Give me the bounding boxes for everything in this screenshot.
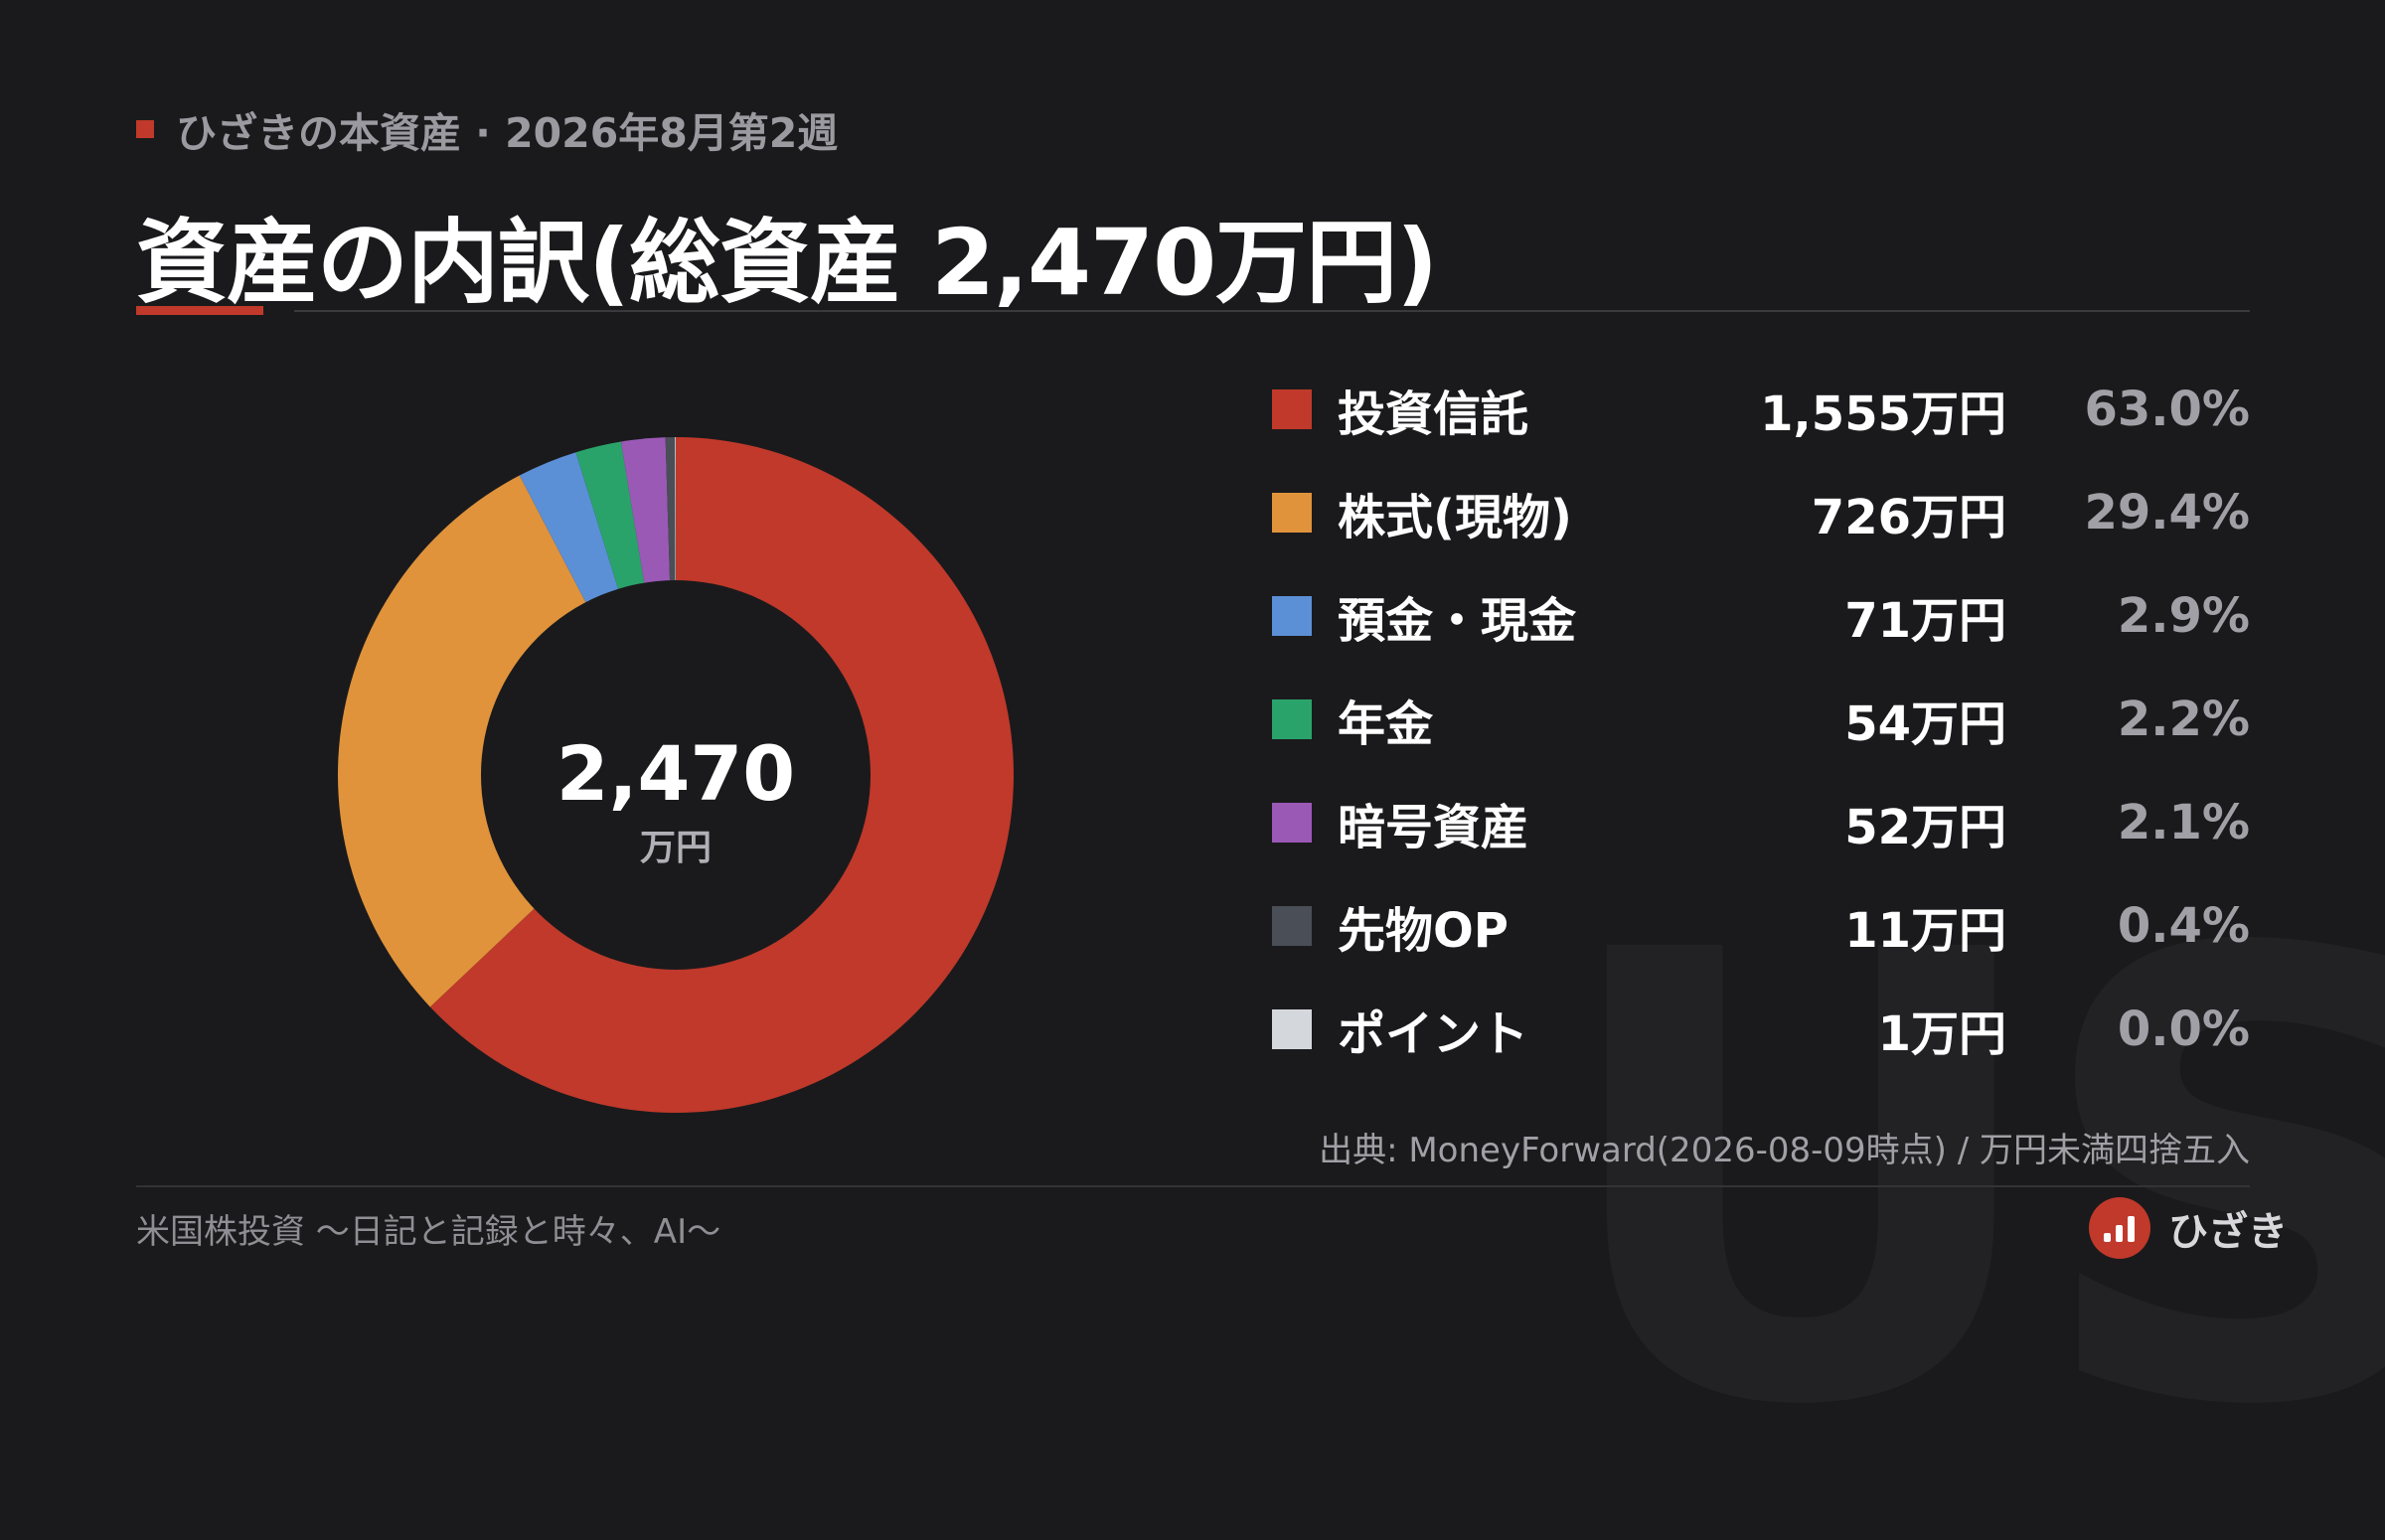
donut-chart: 2,470 万円 <box>337 437 1015 1113</box>
legend-swatch <box>1272 493 1312 533</box>
legend-item: 先物OP 11万円 0.4% <box>1272 874 2250 978</box>
legend-swatch <box>1272 596 1312 636</box>
legend-amount: 1,555万円 <box>1760 386 2006 442</box>
legend-percent: 0.0% <box>2117 1001 2250 1057</box>
page-title: 資産の内訳(総資産 2,470万円) <box>136 210 1438 316</box>
legend-percent: 2.9% <box>2117 588 2250 644</box>
brand: ひざき <box>2089 1197 2288 1259</box>
eyebrow-text: ひざきの本資産 · 2026年8月第2週 <box>176 109 839 157</box>
legend-swatch <box>1272 803 1312 843</box>
blog-name: 米国株投資 〜日記と記録と時々、AI〜 <box>136 1212 721 1252</box>
legend-item: 投資信託 1,555万円 63.0% <box>1272 358 2250 461</box>
center-value: 2,470 <box>556 729 795 818</box>
legend-item: 預金・現金 71万円 2.9% <box>1272 564 2250 668</box>
legend-label: 投資信託 <box>1338 386 1529 442</box>
legend-percent: 29.4% <box>2084 485 2250 540</box>
legend-amount: 11万円 <box>1844 903 2006 959</box>
legend-label: 暗号資産 <box>1338 800 1529 855</box>
legend-swatch <box>1272 906 1312 946</box>
legend-item: 年金 54万円 2.2% <box>1272 668 2250 771</box>
footer-divider <box>136 1185 2250 1187</box>
legend-label: ポイント <box>1338 1006 1529 1062</box>
legend-percent: 0.4% <box>2117 898 2250 954</box>
legend-label: 株式(現物) <box>1338 490 1572 545</box>
legend-percent: 63.0% <box>2084 382 2250 437</box>
legend-percent: 2.1% <box>2117 795 2250 850</box>
legend-percent: 2.2% <box>2117 692 2250 747</box>
bar-chart-icon <box>2089 1197 2150 1259</box>
donut-hole <box>481 580 871 970</box>
legend-label: 先物OP <box>1338 903 1509 959</box>
legend-item: 暗号資産 52万円 2.1% <box>1272 771 2250 874</box>
legend-label: 預金・現金 <box>1338 593 1577 649</box>
legend-amount: 71万円 <box>1844 593 2006 649</box>
legend-item: 株式(現物) 726万円 29.4% <box>1272 461 2250 564</box>
eyebrow: ひざきの本資産 · 2026年8月第2週 <box>136 103 838 157</box>
title-accent-bar <box>136 306 263 315</box>
legend-swatch <box>1272 699 1312 739</box>
title-divider <box>294 310 2250 312</box>
center-unit: 万円 <box>640 828 712 868</box>
source-note: 出典: MoneyForward(2026-08-09時点) / 万円未満四捨五… <box>1319 1131 2250 1170</box>
legend-amount: 726万円 <box>1811 490 2006 545</box>
legend-amount: 52万円 <box>1844 800 2006 855</box>
legend-item: ポイント 1万円 0.0% <box>1272 978 2250 1081</box>
legend-amount: 1万円 <box>1877 1006 2006 1062</box>
legend-label: 年金 <box>1338 696 1434 752</box>
brand-name: ひざき <box>2168 1209 2288 1255</box>
legend-swatch <box>1272 389 1312 429</box>
legend-amount: 54万円 <box>1844 696 2006 752</box>
legend-swatch <box>1272 1009 1312 1049</box>
legend: 投資信託 1,555万円 63.0% 株式(現物) 726万円 29.4% 預金・現金 71万… <box>1272 358 2250 1081</box>
eyebrow-square-icon <box>136 120 154 138</box>
